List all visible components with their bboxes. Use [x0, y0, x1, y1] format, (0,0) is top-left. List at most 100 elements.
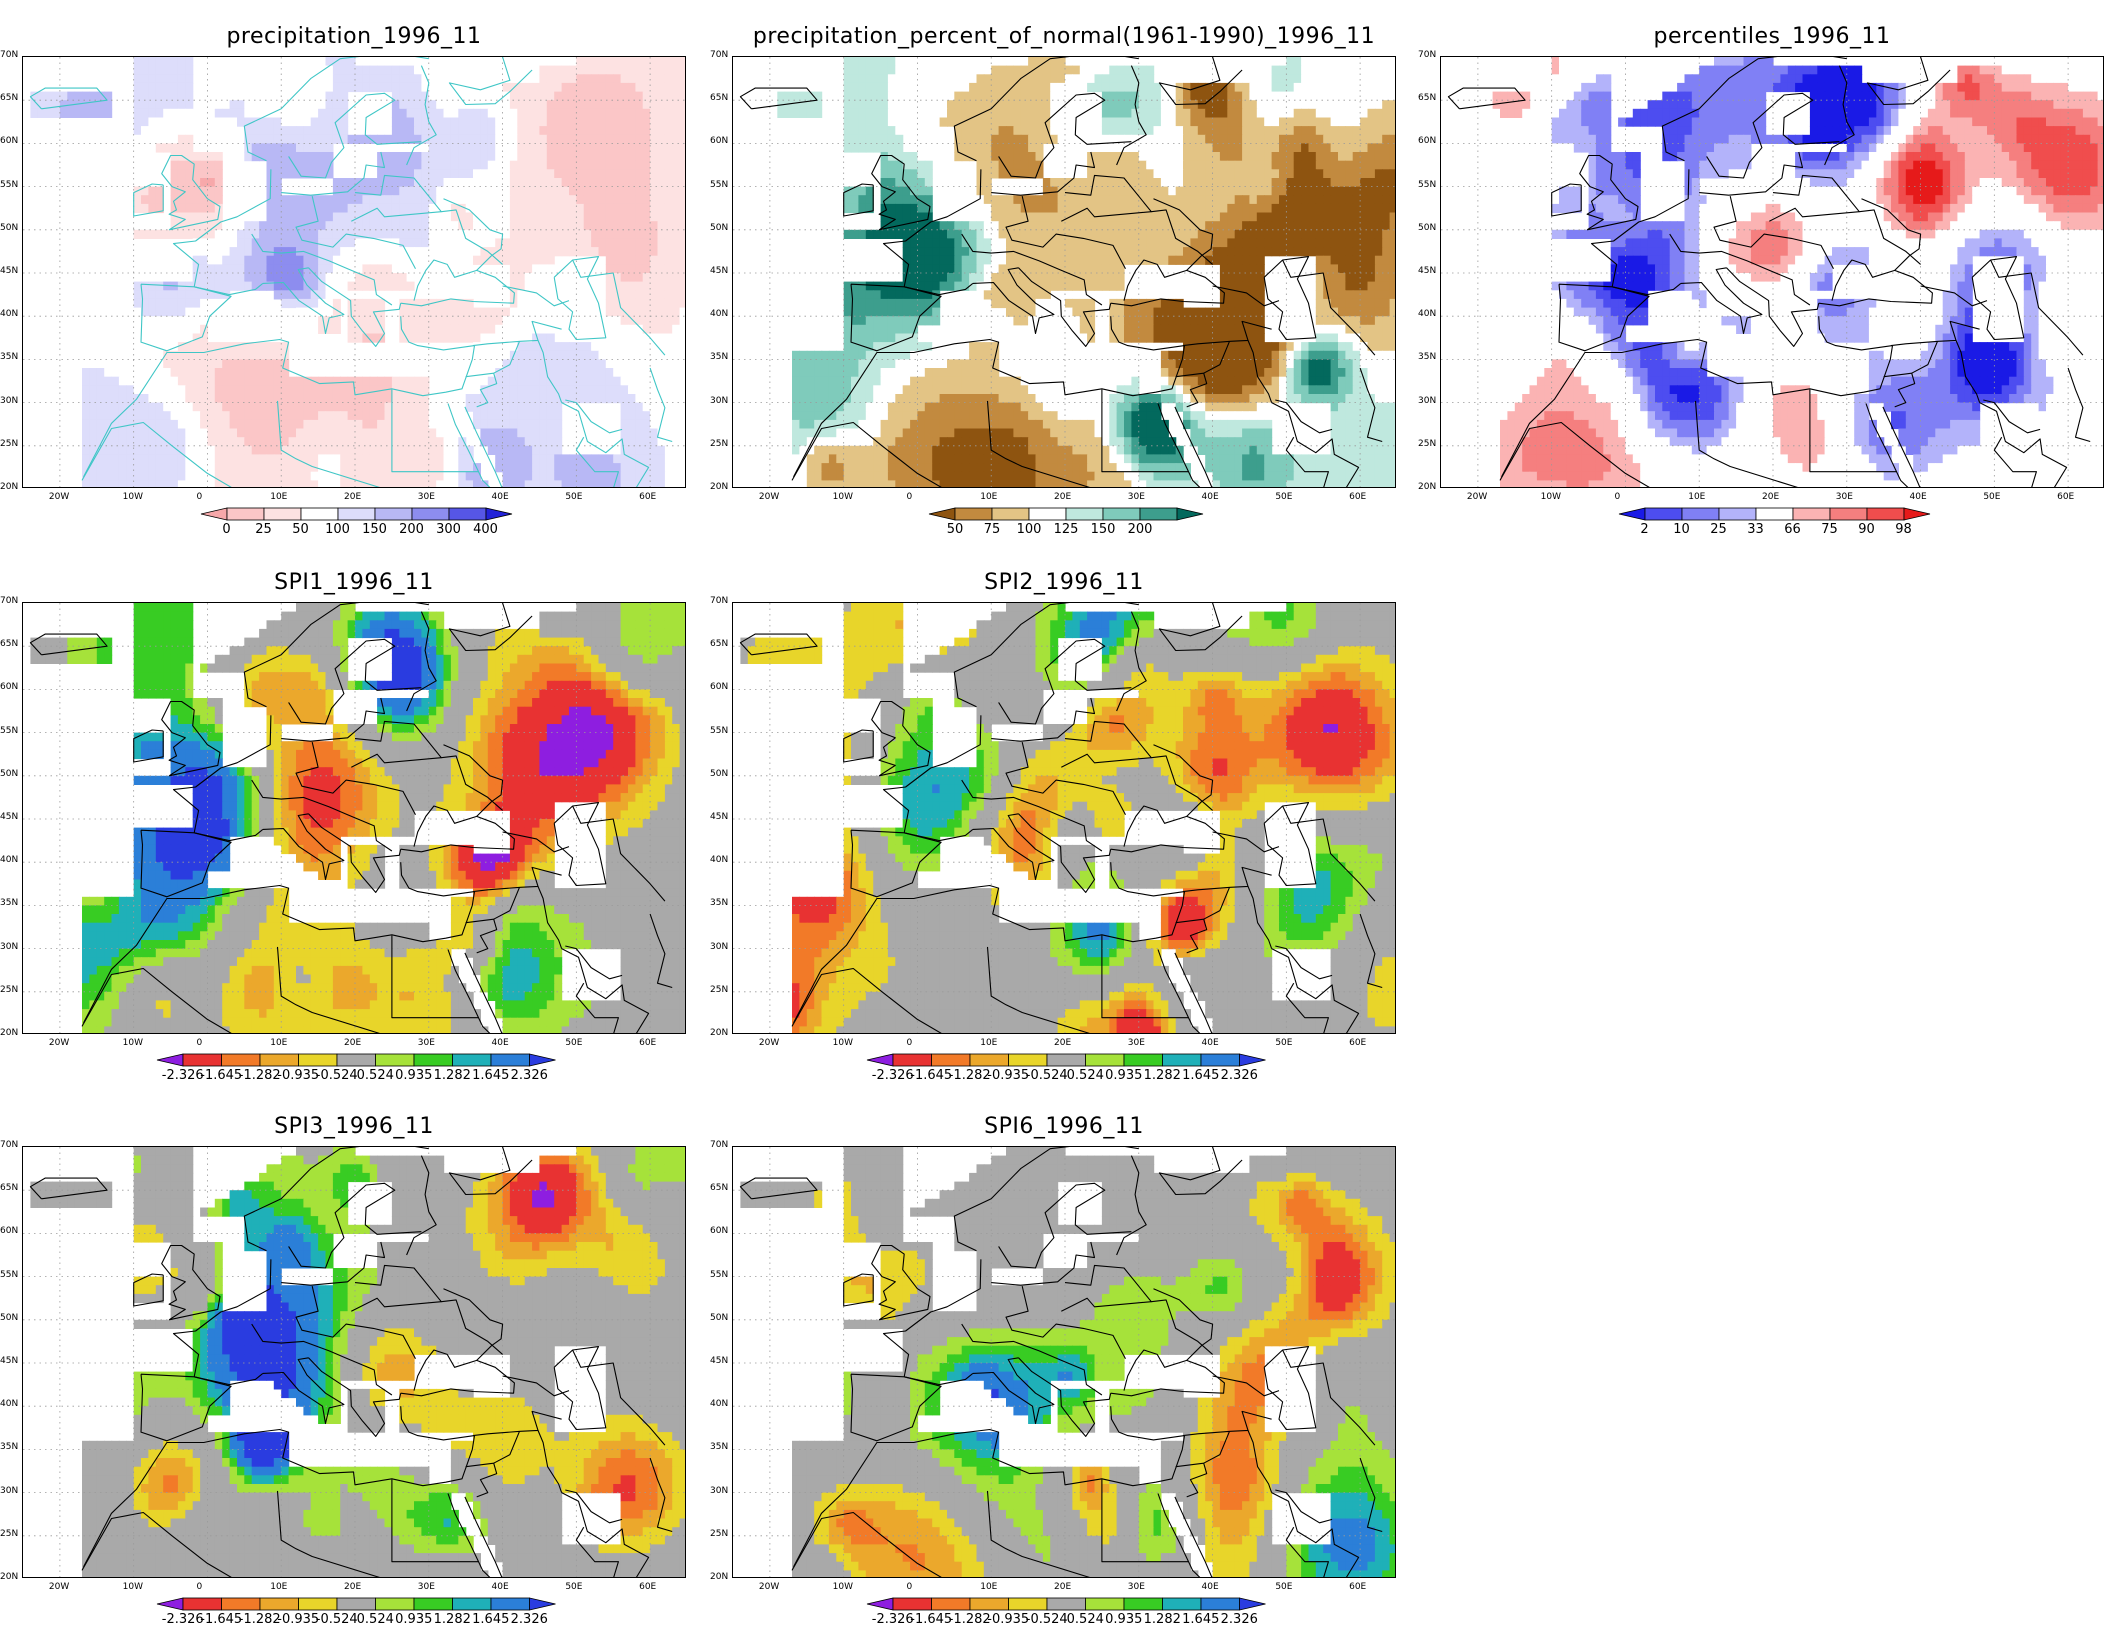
lat-tick-label: 60N — [710, 1226, 728, 1236]
lat-tick-label: 20N — [710, 1572, 728, 1582]
lon-tick-label: 20W — [49, 492, 69, 502]
colorbar-swatch — [260, 1598, 299, 1610]
lon-tick-label: 40E — [492, 1038, 509, 1048]
lat-tick-label: 25N — [0, 1529, 18, 1539]
lon-tick-label: 30E — [418, 1038, 435, 1048]
lon-tick-label: 20E — [1054, 1038, 1071, 1048]
lat-tick-label: 20N — [710, 482, 728, 492]
map-field — [30, 1147, 686, 1578]
lat-tick-label: 40N — [710, 855, 728, 865]
colorbar-high-arrow — [1904, 508, 1930, 520]
colorbar-swatch — [449, 508, 486, 520]
colorbar-low-arrow — [157, 1598, 183, 1610]
colorbar-swatch — [1047, 1598, 1086, 1610]
lat-tick-label: 50N — [710, 1313, 728, 1323]
colorbar-swatch — [452, 1598, 491, 1610]
panel-title: SPI1_1996_11 — [22, 570, 686, 595]
lon-tick-label: 20E — [1054, 492, 1071, 502]
lat-tick-label: 60N — [0, 1226, 18, 1236]
colorbar-swatch — [221, 1598, 260, 1610]
colorbar-swatch — [183, 1598, 222, 1610]
lat-tick-label: 30N — [710, 396, 728, 406]
lon-tick-label: 10W — [833, 1038, 853, 1048]
colorbar-swatch — [491, 1598, 530, 1610]
lat-tick-label: 25N — [0, 985, 18, 995]
lat-tick-label: 35N — [710, 352, 728, 362]
lat-tick-label: 20N — [0, 1572, 18, 1582]
lat-tick-label: 20N — [0, 482, 18, 492]
colorbar-swatch — [970, 1054, 1009, 1066]
colorbar-swatch — [414, 1598, 453, 1610]
lon-tick-label: 40E — [492, 1582, 509, 1592]
map-canvas — [733, 1147, 1396, 1578]
lon-tick-label: 10W — [123, 1038, 143, 1048]
lat-tick-label: 45N — [1418, 266, 1436, 276]
lon-tick-label: 0 — [196, 492, 202, 502]
map-field — [740, 57, 1396, 488]
map-canvas — [733, 603, 1396, 1034]
colorbar-swatch — [992, 508, 1029, 520]
lon-tick-label: 30E — [1836, 492, 1853, 502]
colorbar-low-arrow — [1619, 508, 1645, 520]
lat-tick-label: 65N — [0, 1183, 18, 1193]
lon-tick-label: 40E — [492, 492, 509, 502]
lon-tick-label: 50E — [1275, 1038, 1292, 1048]
lat-tick-label: 25N — [710, 985, 728, 995]
colorbar-low-arrow — [929, 508, 955, 520]
map-frame — [732, 56, 1396, 488]
colorbar-high-arrow — [529, 1598, 555, 1610]
map-field — [740, 1147, 1396, 1578]
colorbar-swatch — [264, 508, 301, 520]
lon-tick-label: 20E — [344, 1038, 361, 1048]
lon-tick-label: 10E — [980, 492, 997, 502]
lon-tick-label: 20E — [1054, 1582, 1071, 1592]
lon-tick-label: 0 — [1614, 492, 1620, 502]
map-panel-pnorm: precipitation_percent_of_normal(1961-199… — [710, 0, 1410, 540]
lon-tick-label: 50E — [1275, 1582, 1292, 1592]
colorbar-swatches — [1619, 508, 1930, 520]
colorbar-swatch — [1124, 1054, 1163, 1066]
lon-tick-label: 30E — [1128, 1038, 1145, 1048]
colorbar-swatch — [1029, 508, 1066, 520]
colorbar-high-arrow — [486, 508, 512, 520]
lat-tick-label: 40N — [710, 309, 728, 319]
colorbar-swatch — [931, 1598, 970, 1610]
colorbar-low-arrow — [867, 1598, 893, 1610]
lat-tick-label: 60N — [0, 136, 18, 146]
colorbar-swatch — [1867, 508, 1904, 520]
map-field — [30, 603, 686, 1034]
colorbar-swatch — [1066, 508, 1103, 520]
lon-tick-label: 10E — [1688, 492, 1705, 502]
colorbar-swatch — [260, 1054, 299, 1066]
colorbar-label: 98 — [1880, 522, 1928, 537]
lat-tick-label: 20N — [710, 1028, 728, 1038]
lon-tick-label: 60E — [1349, 492, 1366, 502]
lat-tick-label: 30N — [0, 1486, 18, 1496]
lon-tick-label: 60E — [2057, 492, 2074, 502]
lon-tick-label: 10W — [123, 1582, 143, 1592]
panel-title: precipitation_1996_11 — [22, 24, 686, 49]
map-frame — [22, 1146, 686, 1578]
colorbar-label: 2.326 — [505, 1068, 553, 1083]
colorbar-high-arrow — [1177, 508, 1203, 520]
colorbar-label: 400 — [462, 522, 510, 537]
lon-tick-label: 50E — [565, 1038, 582, 1048]
lon-tick-label: 0 — [906, 1038, 912, 1048]
lat-tick-label: 30N — [710, 942, 728, 952]
map-frame — [732, 1146, 1396, 1578]
lon-tick-label: 20E — [344, 1582, 361, 1592]
colorbar-swatch — [1085, 1054, 1124, 1066]
colorbar-swatch — [893, 1598, 932, 1610]
colorbar-swatch — [1162, 1598, 1201, 1610]
lon-tick-label: 40E — [1910, 492, 1927, 502]
map-field — [1448, 57, 2104, 488]
lat-tick-label: 70N — [710, 596, 728, 606]
map-frame — [1440, 56, 2104, 488]
panel-title: SPI3_1996_11 — [22, 1114, 686, 1139]
